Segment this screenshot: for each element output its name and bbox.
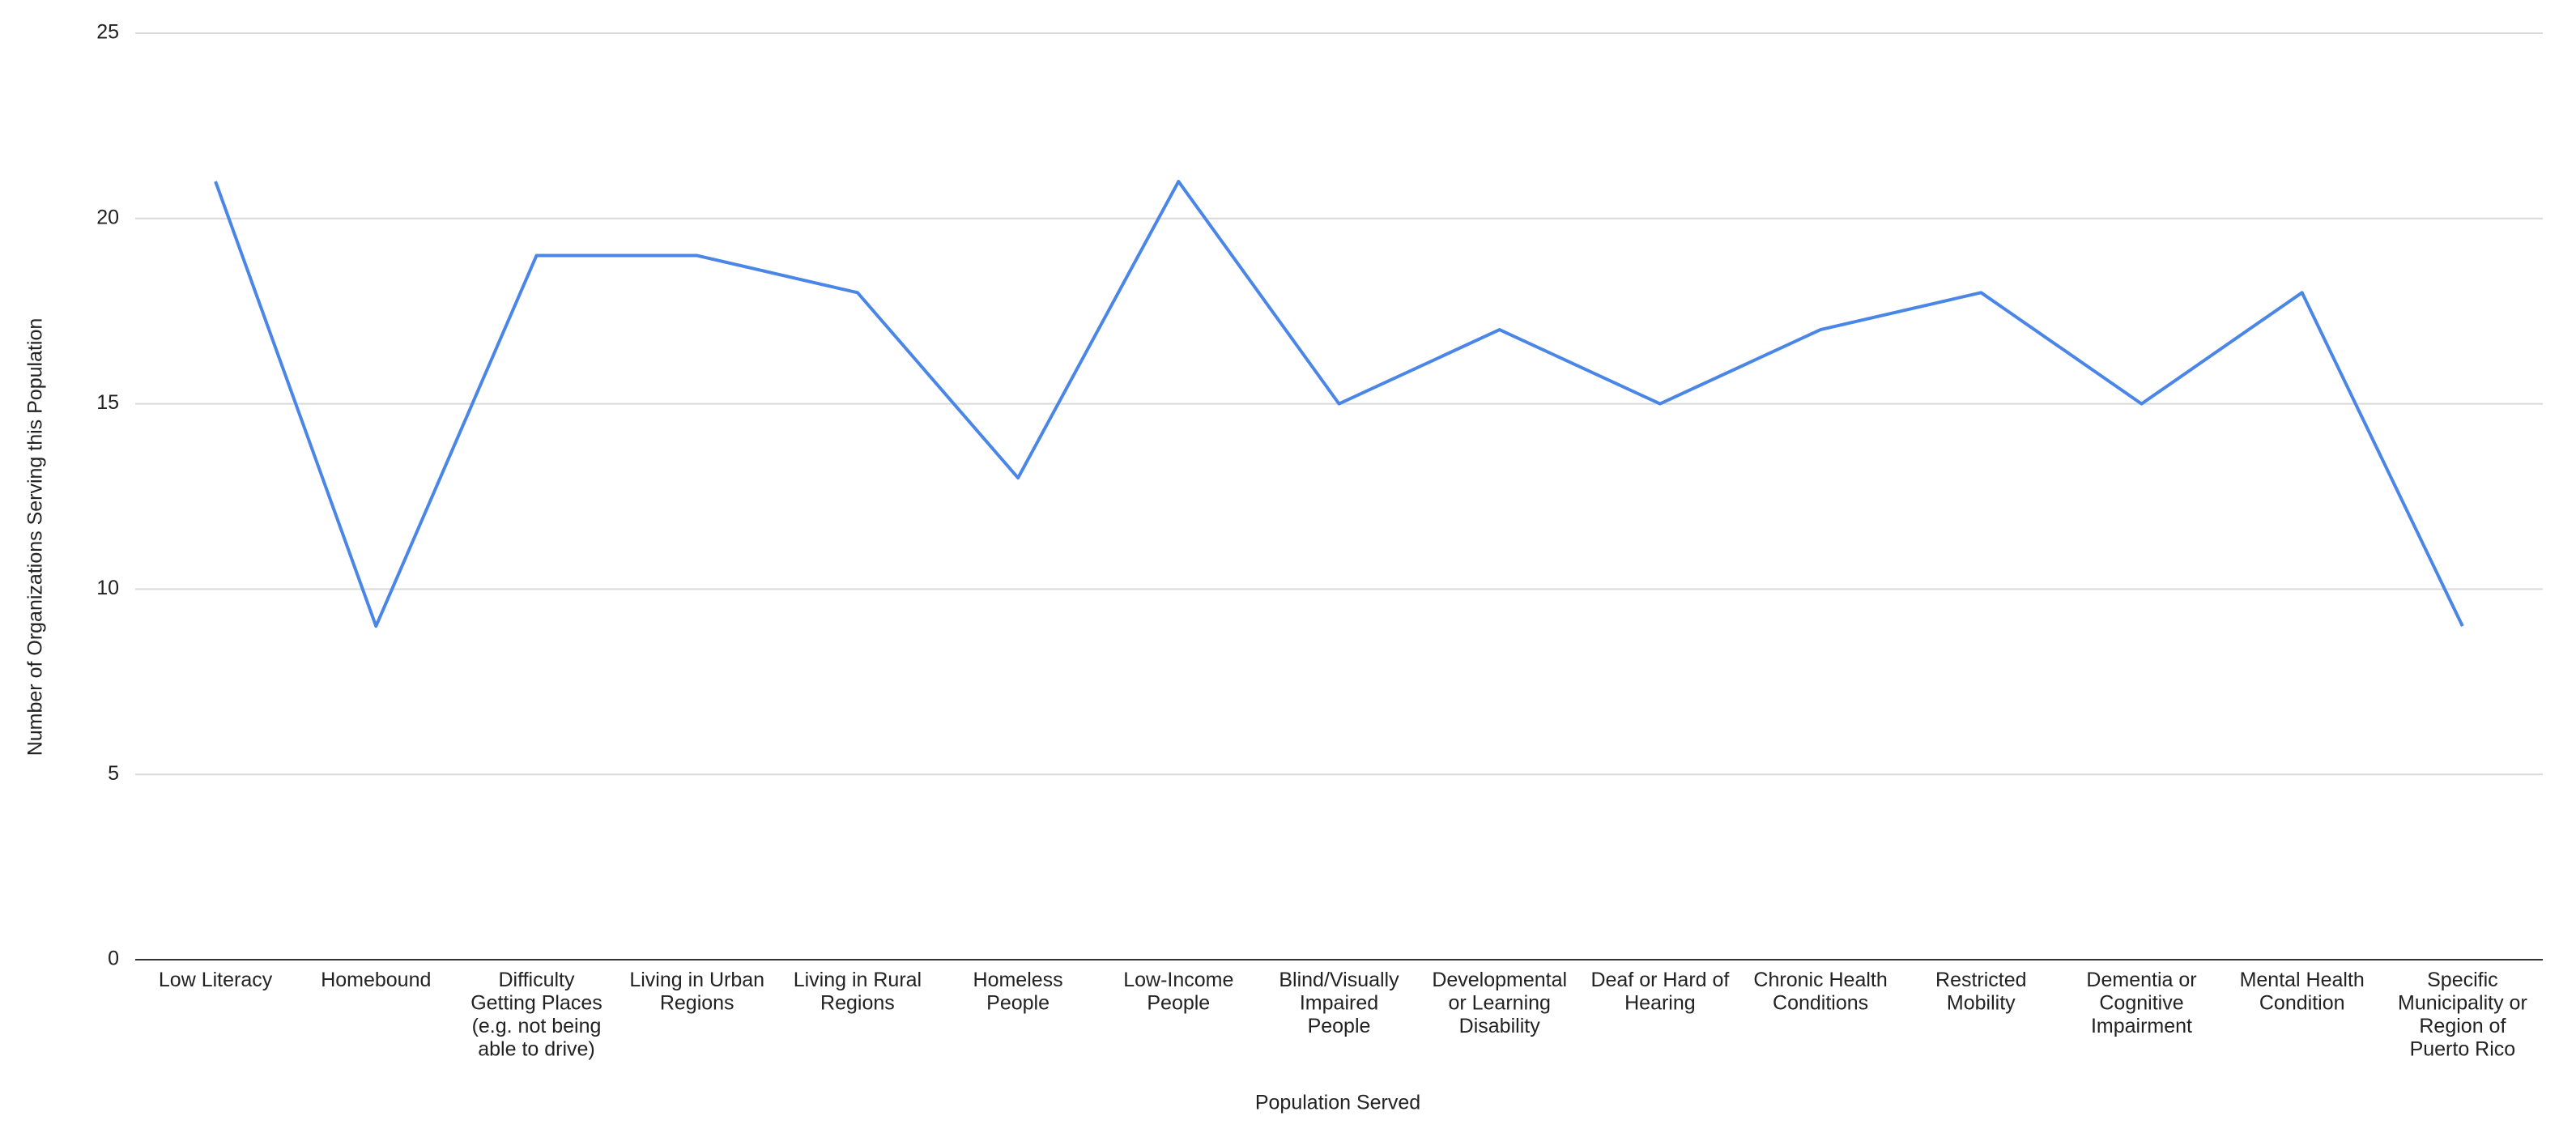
x-tick-label: Low Literacy — [159, 969, 273, 991]
x-tick-label: Mental Health Condition — [2240, 969, 2365, 1015]
x-tick-label: Difficulty Getting Places (e.g. not being a… — [470, 969, 602, 1061]
x-tick-label: Living in Urban Regions — [629, 969, 764, 1015]
x-tick-label: Blind/Visually Impaired People — [1279, 969, 1399, 1037]
y-tick-label: 15 — [96, 391, 119, 414]
y-tick-label: 20 — [96, 206, 119, 228]
x-tick-label: Low-Income People — [1123, 969, 1233, 1015]
x-tick-label: Homebound — [321, 969, 431, 991]
x-tick-label: Dementia or Cognitive Impairment — [2086, 969, 2196, 1037]
y-tick-label: 25 — [96, 21, 119, 44]
data-line — [214, 180, 2464, 628]
x-tick-label: Deaf or Hard of Hearing — [1590, 969, 1729, 1015]
x-tick-label: Homeless People — [973, 969, 1063, 1015]
x-axis-label: Population Served — [1255, 1092, 1420, 1114]
y-axis-label: Number of Organizations Serving this Pop… — [24, 318, 47, 756]
y-tick-label: 0 — [108, 948, 119, 970]
x-tick-label: Specific Municipality or Region of Puerto R… — [2398, 969, 2527, 1061]
x-tick-label: Developmental or Learning Disability — [1432, 969, 1567, 1037]
x-tick-label: Living in Rural Regions — [794, 969, 922, 1015]
x-tick-label: Chronic Health Conditions — [1753, 969, 1887, 1015]
x-tick-label: Restricted Mobility — [1935, 969, 2027, 1015]
y-tick-label: 10 — [96, 577, 119, 599]
y-tick-label: 5 — [108, 762, 119, 785]
